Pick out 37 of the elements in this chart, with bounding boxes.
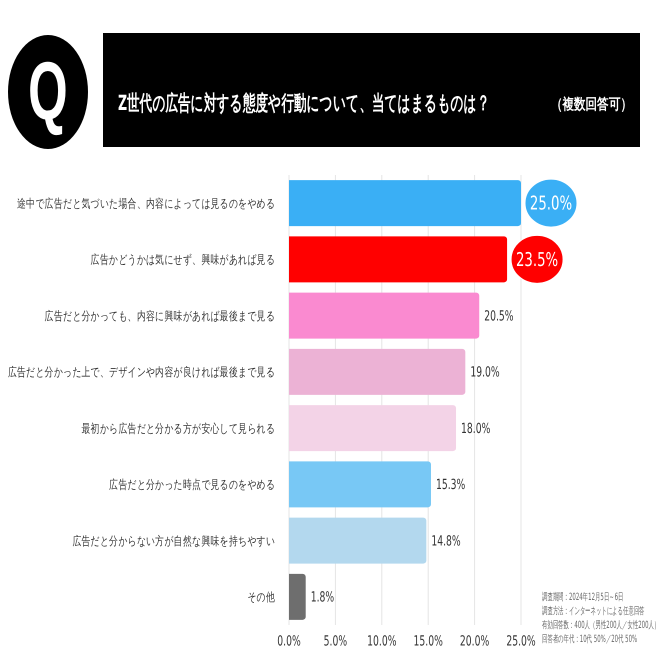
x-tick-label: 0.0% [277,632,301,650]
y-tick-label: その他 [247,590,275,604]
y-tick-label: 途中で広告だと気づいた場合、内容によっては見るのをやめる [17,196,275,211]
bar [289,518,426,564]
text: 調査方法：インターネットによる任意回答 [542,605,645,619]
bar [289,236,508,282]
text: Q [28,46,68,137]
data-label: 23.5% [516,248,558,271]
data-label: 20.5% [484,307,514,324]
chart-title: Z世代の広告に対する態度や行動について、当てはまるものは？ [118,90,490,116]
data-label: 18.0% [461,420,490,437]
data-label: 15.3% [436,476,466,493]
y-tick-label: 広告だと分かった時点で見るのをやめる [109,477,275,492]
bar [289,180,521,226]
text: 回答者の年代：10代 50%／20代 50% [542,633,638,647]
data-label: 25.0% [530,192,572,214]
bar [289,348,466,395]
y-tick-label: 広告だと分かった上で、デザインや内容が良ければ最後まで見る [8,364,275,380]
text: 調査期間：2024年12月5日～6日 [542,591,624,605]
data-label: 19.0% [470,364,500,380]
data-label: 14.8% [431,532,461,550]
y-tick-label: 最初から広告だと分かる方が安心して見られる [82,420,275,436]
bar [289,574,306,620]
x-tick-label: 10.0% [367,632,396,650]
y-tick-label: 広告だと分かっても、内容に興味があれば最後まで見る [44,308,275,324]
x-tick-label: 20.0% [460,632,490,650]
bar [289,292,480,339]
y-tick-label: 広告かどうかは気にせず、興味があれば見る [90,252,275,267]
x-tick-label: 15.0% [414,632,443,650]
y-tick-label: 広告だと分からない方が自然な興味を持ちやすい [72,533,275,548]
data-label: 1.8% [310,588,334,606]
text: （複数回答可） [551,94,632,115]
text: 有効回答数：400人（男性200人／女性200人） [542,619,660,633]
bar [289,405,456,452]
x-tick-label: 5.0% [324,632,348,650]
x-tick-label: 25.0% [506,632,536,650]
bar [289,461,431,508]
